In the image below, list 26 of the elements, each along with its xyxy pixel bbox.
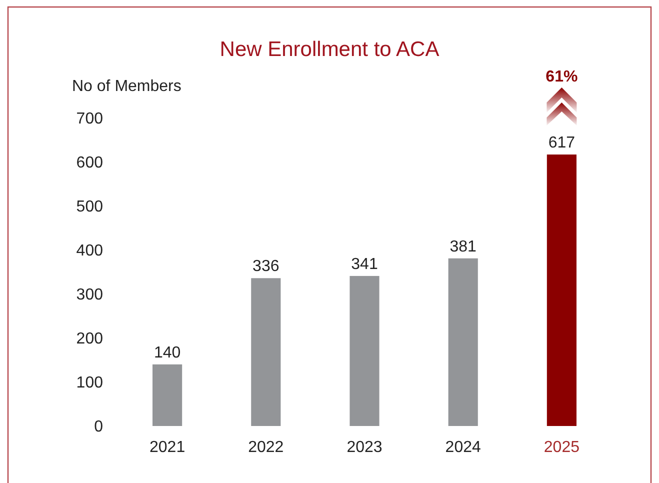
y-tick-label: 0 <box>94 418 104 436</box>
data-label: 381 <box>450 238 477 256</box>
bar <box>448 258 478 426</box>
data-label: 140 <box>154 344 181 362</box>
y-axis-title: No of Members <box>72 78 182 95</box>
y-tick-label: 500 <box>76 198 104 216</box>
y-tick-label: 200 <box>76 330 104 348</box>
y-tick-label: 400 <box>76 242 104 260</box>
bar <box>152 364 182 426</box>
bar <box>350 276 380 426</box>
data-label: 341 <box>351 256 378 273</box>
y-tick-label: 300 <box>76 286 104 304</box>
bar <box>251 278 281 426</box>
y-tick-label: 600 <box>76 154 104 172</box>
data-label: 336 <box>252 258 280 276</box>
y-tick-label: 700 <box>76 110 104 128</box>
x-tick-label: 2023 <box>346 439 382 456</box>
x-tick-label: 2022 <box>248 439 284 456</box>
chart-title: New Enrollment to ACA <box>220 38 440 61</box>
text: 61% <box>546 68 578 86</box>
x-tick-label: 2021 <box>150 439 186 456</box>
bar <box>546 154 576 426</box>
data-label: 617 <box>548 134 576 152</box>
x-tick-label: 2025 <box>544 439 580 456</box>
y-tick-label: 100 <box>76 374 104 392</box>
x-tick-label: 2024 <box>445 439 481 456</box>
